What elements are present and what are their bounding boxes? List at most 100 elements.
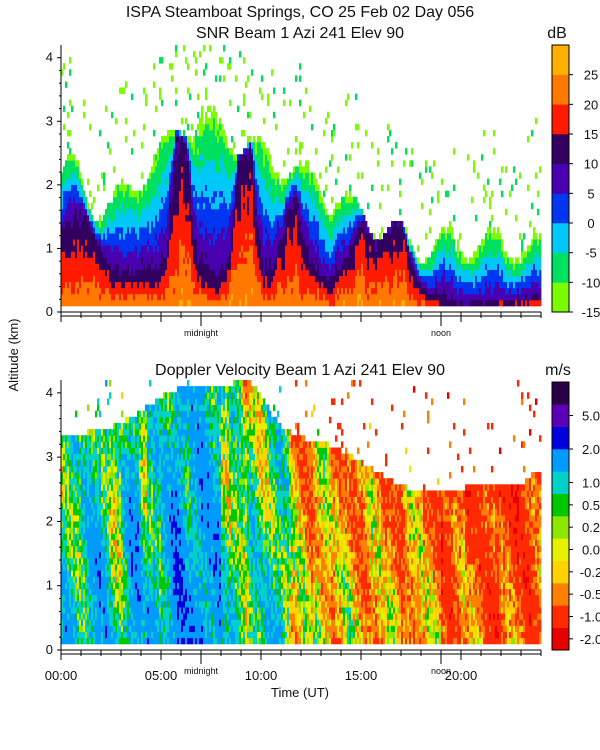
heatmap-cell [311, 299, 314, 307]
heatmap-cell [345, 154, 348, 161]
heatmap-cell [423, 299, 426, 307]
heatmap-cell [329, 220, 332, 228]
heatmap-cell [247, 136, 250, 143]
heatmap-cell [193, 293, 196, 301]
heatmap-cell [155, 160, 158, 167]
heatmap-cell [203, 245, 206, 252]
heatmap-cell [357, 239, 360, 246]
heatmap-cell [133, 263, 136, 270]
heatmap-cell [417, 281, 420, 289]
heatmap-cell [359, 257, 362, 264]
heatmap-cell [143, 281, 146, 289]
heatmap-cell [275, 239, 278, 246]
heatmap-cell [283, 87, 286, 94]
heatmap-cell [231, 154, 234, 161]
heatmap-cell [221, 269, 224, 276]
heatmap-cell [393, 220, 396, 228]
heatmap-cell [285, 214, 288, 222]
heatmap-cell [261, 269, 264, 276]
heatmap-cell [241, 129, 244, 137]
heatmap-cell [199, 160, 202, 167]
heatmap-cell [339, 220, 342, 228]
heatmap-cell [439, 263, 442, 270]
heatmap-cell [131, 269, 134, 276]
heatmap-cell [315, 251, 318, 258]
heatmap-cell [329, 299, 332, 307]
heatmap-cell [115, 257, 118, 264]
heatmap-cell [129, 275, 132, 283]
heatmap-cell [215, 299, 218, 307]
heatmap-cell [115, 287, 118, 295]
heatmap-cell [519, 172, 522, 179]
heatmap-cell [209, 251, 212, 258]
heatmap-cell [383, 251, 386, 258]
heatmap-cell [69, 257, 72, 264]
heatmap-cell [539, 275, 542, 283]
heatmap-cell [323, 287, 326, 295]
heatmap-cell [259, 136, 262, 143]
heatmap-cell [375, 293, 378, 301]
heatmap-cell [91, 202, 94, 210]
heatmap-cell [405, 281, 408, 289]
heatmap-cell [165, 154, 168, 161]
heatmap-cell [227, 208, 230, 216]
heatmap-cell [273, 257, 276, 264]
heatmap-cell [321, 251, 324, 258]
heatmap-cell [129, 251, 132, 258]
heatmap-cell [397, 287, 400, 295]
heatmap-cell [143, 202, 146, 210]
heatmap-cell [215, 123, 218, 131]
heatmap-cell [63, 178, 66, 185]
heatmap-cell [205, 227, 208, 234]
heatmap-cell [315, 263, 318, 270]
heatmap-cell [381, 251, 384, 258]
heatmap-cell [219, 257, 222, 264]
heatmap-cell [165, 220, 168, 228]
heatmap-cell [279, 227, 282, 234]
heatmap-cell [89, 208, 92, 216]
heatmap-cell [281, 275, 284, 283]
heatmap-cell [335, 227, 338, 234]
heatmap-cell [307, 275, 310, 283]
heatmap-cell [317, 257, 320, 264]
heatmap-cell [219, 208, 222, 216]
heatmap-cell [403, 299, 406, 307]
heatmap-cell [77, 233, 80, 240]
heatmap-cell [287, 263, 290, 270]
heatmap-cell [291, 293, 294, 301]
heatmap-cell [215, 263, 218, 270]
heatmap-cell [281, 233, 284, 240]
heatmap-cell [349, 293, 352, 301]
heatmap-cell [209, 233, 212, 240]
heatmap-cell [227, 269, 230, 276]
heatmap-cell [177, 172, 180, 179]
heatmap-cell [251, 220, 254, 228]
heatmap-cell [125, 136, 128, 143]
heatmap-cell [387, 269, 390, 276]
heatmap-cell [335, 202, 338, 210]
heatmap-cell [127, 214, 130, 222]
heatmap-cell [215, 136, 218, 143]
heatmap-cell [181, 166, 184, 173]
heatmap-cell [317, 251, 320, 258]
heatmap-cell [179, 281, 182, 289]
heatmap-cell [149, 202, 152, 210]
heatmap-cell [427, 293, 430, 301]
heatmap-cell [327, 287, 330, 295]
heatmap-cell [221, 184, 224, 192]
heatmap-cell [167, 220, 170, 228]
heatmap-cell [81, 299, 84, 307]
heatmap-cell [185, 245, 188, 252]
heatmap-cell [433, 269, 436, 276]
heatmap-cell [167, 129, 170, 137]
heatmap-cell [205, 269, 208, 276]
heatmap-cell [79, 227, 82, 234]
heatmap-cell [331, 154, 334, 161]
heatmap-cell [65, 287, 68, 295]
heatmap-cell [207, 117, 210, 125]
heatmap-cell [367, 202, 370, 210]
heatmap-cell [387, 293, 390, 301]
heatmap-cell [197, 293, 200, 301]
heatmap-cell [205, 190, 208, 198]
heatmap-cell [235, 299, 238, 307]
